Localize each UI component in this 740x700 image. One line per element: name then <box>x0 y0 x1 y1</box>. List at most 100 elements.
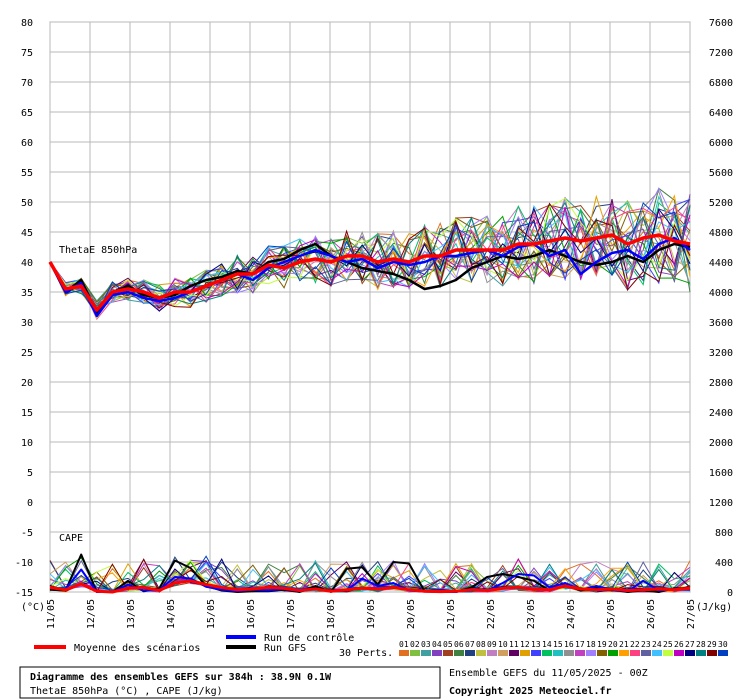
pert-swatch-14 <box>542 650 552 656</box>
right-tick-label: 5200 <box>709 198 733 209</box>
pert-number-06: 06 <box>454 640 464 649</box>
x-tick-label: 23/05 <box>526 599 537 629</box>
main-series <box>48 233 691 594</box>
pert-swatch-24 <box>652 650 662 656</box>
pert-number-28: 28 <box>696 640 706 649</box>
pert-swatch-22 <box>630 650 640 656</box>
perturbation-25-thetae <box>49 197 691 320</box>
pert-number-21: 21 <box>619 640 629 649</box>
pert-number-23: 23 <box>641 640 651 649</box>
run-info: Ensemble GEFS du 11/05/2025 - 00Z <box>449 668 648 679</box>
right-tick-label: 1600 <box>709 468 733 479</box>
pert-number-14: 14 <box>542 640 552 649</box>
x-tick-label: 11/05 <box>46 599 57 629</box>
x-tick-label: 25/05 <box>606 599 617 629</box>
mean-cape-line <box>49 579 691 594</box>
pert-number-09: 09 <box>487 640 497 649</box>
chart-title: Diagramme des ensembles GEFS sur 384h : … <box>30 671 332 683</box>
pert-swatch-13 <box>531 650 541 656</box>
pert-number-10: 10 <box>498 640 508 649</box>
perturbation-27-thetae <box>49 206 691 312</box>
pert-swatch-08 <box>476 650 486 656</box>
pert-number-15: 15 <box>553 640 563 649</box>
pert-swatch-29 <box>707 650 717 656</box>
pert-number-04: 04 <box>432 640 442 649</box>
pert-swatch-16 <box>564 650 574 656</box>
left-tick-label: 40 <box>21 258 33 269</box>
mean-thetae-line <box>48 233 691 312</box>
perturbation-14-thetae <box>49 202 691 303</box>
pert-number-22: 22 <box>630 640 640 649</box>
pert-swatch-28 <box>696 650 706 656</box>
right-tick-label: 0 <box>727 588 733 599</box>
title-box <box>19 666 441 699</box>
x-tick-label: 26/05 <box>646 599 657 629</box>
pert-swatch-11 <box>509 650 519 656</box>
pert-swatch-20 <box>608 650 618 656</box>
right-tick-label: 4400 <box>709 258 733 269</box>
left-tick-label: -5 <box>21 528 33 539</box>
left-tick-label: -15 <box>15 588 33 599</box>
x-tick-label: 20/05 <box>406 599 417 629</box>
pert-number-05: 05 <box>443 640 453 649</box>
x-tick-label: 22/05 <box>486 599 497 629</box>
legend-perts-label: 30 Perts. <box>339 648 393 659</box>
pert-number-01: 01 <box>399 640 409 649</box>
copyright: Copyright 2025 Meteociel.fr <box>449 685 612 697</box>
right-tick-label: 2800 <box>709 378 733 389</box>
left-tick-label: 25 <box>21 348 33 359</box>
x-tick-label: 27/05 <box>686 599 697 629</box>
right-tick-label: 5600 <box>709 168 733 179</box>
right-tick-label: 1200 <box>709 498 733 509</box>
right-tick-label: 4000 <box>709 288 733 299</box>
right-tick-label: 3600 <box>709 318 733 329</box>
pert-number-30: 30 <box>718 640 728 649</box>
x-tick-label: 13/05 <box>126 599 137 629</box>
pert-swatch-06 <box>454 650 464 656</box>
pert-swatch-10 <box>498 650 508 656</box>
legend-gfs-label: Run GFS <box>264 643 306 654</box>
right-tick-label: 6800 <box>709 78 733 89</box>
pert-number-07: 07 <box>465 640 475 649</box>
pert-swatch-09 <box>487 650 497 656</box>
x-tick-label: 16/05 <box>246 599 257 629</box>
pert-number-08: 08 <box>476 640 486 649</box>
left-tick-label: 70 <box>21 78 33 89</box>
right-tick-label: 4800 <box>709 228 733 239</box>
pert-number-26: 26 <box>674 640 684 649</box>
pert-swatch-04 <box>432 650 442 656</box>
pert-swatch-03 <box>421 650 431 656</box>
left-tick-label: 15 <box>21 408 33 419</box>
pert-swatch-19 <box>597 650 607 656</box>
pert-number-20: 20 <box>608 640 618 649</box>
pert-swatch-27 <box>685 650 695 656</box>
left-tick-label: 60 <box>21 138 33 149</box>
pert-swatch-30 <box>718 650 728 656</box>
left-tick-label: 5 <box>27 468 33 479</box>
pert-number-03: 03 <box>421 640 431 649</box>
right-tick-label: 400 <box>715 558 733 569</box>
left-tick-label: 10 <box>21 438 33 449</box>
pert-number-12: 12 <box>520 640 530 649</box>
x-tick-label: 24/05 <box>566 599 577 629</box>
x-tick-label: 21/05 <box>446 599 457 629</box>
pert-number-18: 18 <box>586 640 596 649</box>
pert-swatch-21 <box>619 650 629 656</box>
left-tick-label: 65 <box>21 108 33 119</box>
pert-swatch-15 <box>553 650 563 656</box>
legend-mean-label: Moyenne des scénarios <box>74 642 200 654</box>
right-tick-label: 2000 <box>709 438 733 449</box>
left-tick-label: 30 <box>21 318 33 329</box>
left-tick-label: 55 <box>21 168 33 179</box>
control-thetae-line <box>48 236 691 318</box>
pert-number-11: 11 <box>509 640 519 649</box>
pert-swatch-17 <box>575 650 585 656</box>
pert-swatch-01 <box>399 650 409 656</box>
left-tick-label: -10 <box>15 558 33 569</box>
pert-number-17: 17 <box>575 640 585 649</box>
right-tick-label: 7600 <box>709 18 733 29</box>
pert-swatch-02 <box>410 650 420 656</box>
right-tick-label: 3200 <box>709 348 733 359</box>
pert-swatch-05 <box>443 650 453 656</box>
